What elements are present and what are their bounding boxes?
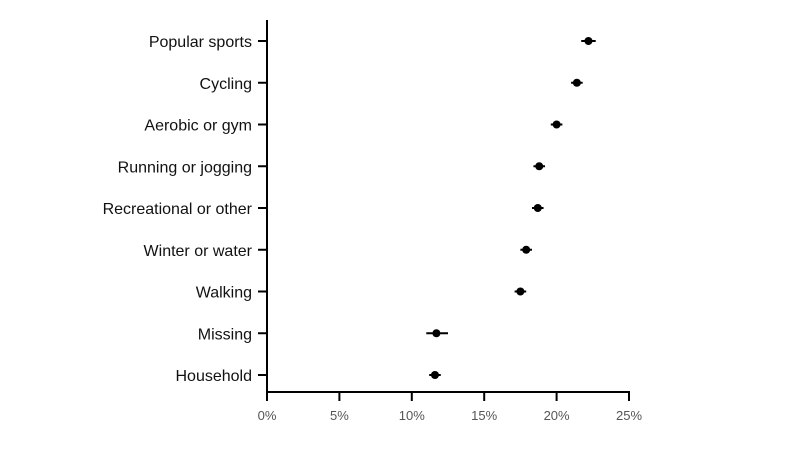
data-point <box>516 287 525 296</box>
data-point <box>430 371 439 379</box>
category-label: Walking <box>196 285 252 302</box>
data-point <box>584 37 593 45</box>
data-point <box>572 78 581 87</box>
category-label: Cycling <box>200 76 252 93</box>
category-label: Popular sports <box>149 34 252 51</box>
category-label: Recreational or other <box>103 201 253 218</box>
data-point <box>535 162 544 171</box>
x-axis-ticks: 0% 5% 10% 15% 20% 25% <box>258 392 642 423</box>
x-tick-label: 10% <box>399 408 425 423</box>
x-tick-label: 25% <box>616 408 642 423</box>
x-tick-label: 0% <box>258 408 277 423</box>
data-marks <box>426 37 596 379</box>
data-point <box>522 245 531 254</box>
category-labels: Popular sports Cycling Aerobic or gym Runni… <box>103 34 267 385</box>
x-tick-label: 15% <box>471 408 497 423</box>
category-label: Missing <box>198 326 252 343</box>
data-point <box>533 204 542 212</box>
category-label: Winter or water <box>144 243 253 260</box>
data-point <box>552 120 561 129</box>
x-tick-label: 5% <box>330 408 349 423</box>
axes <box>266 20 630 393</box>
category-label: Running or jogging <box>118 159 252 176</box>
data-point <box>432 329 441 338</box>
category-label: Household <box>176 368 253 385</box>
x-tick-label: 20% <box>544 408 570 423</box>
category-label: Aerobic or gym <box>144 118 252 135</box>
